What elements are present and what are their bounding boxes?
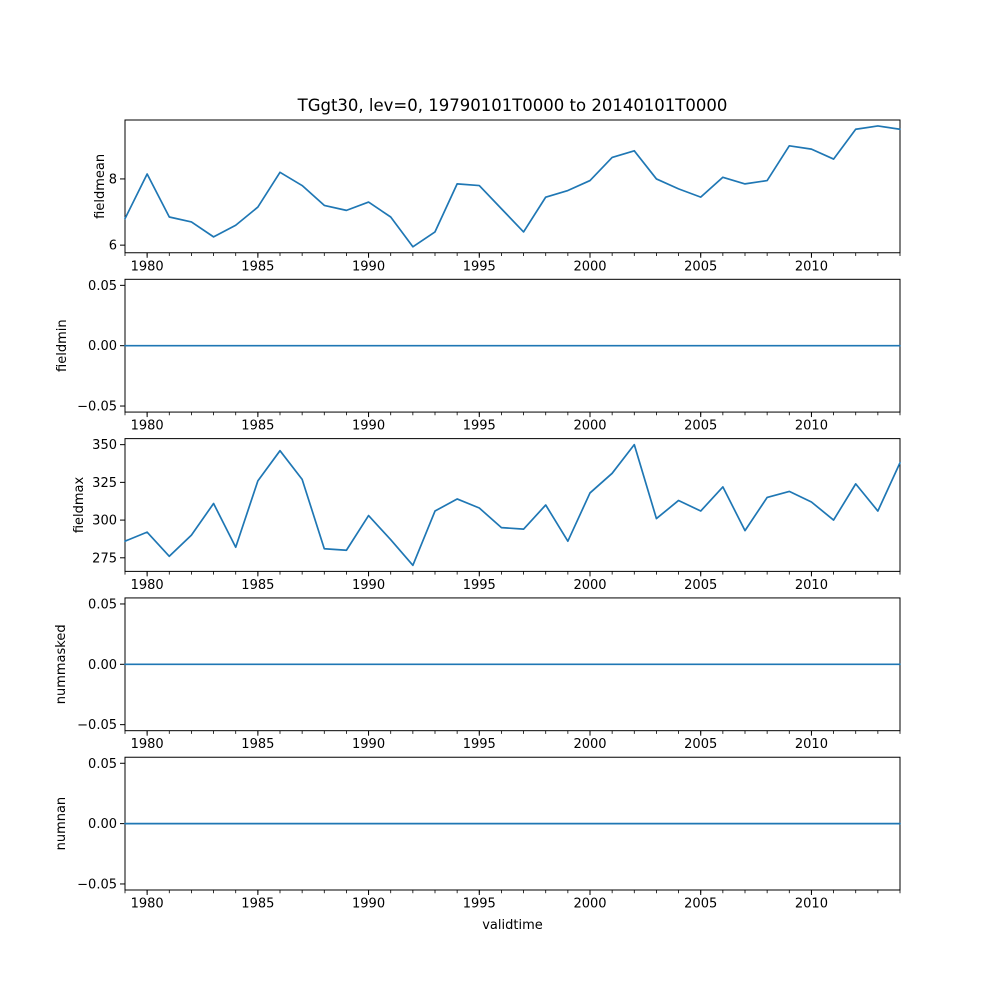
x-tick-label: 2005 (684, 419, 717, 434)
x-tick-label: 1995 (463, 578, 496, 593)
x-tick-label: 1985 (241, 419, 274, 434)
x-tick-label: 1985 (241, 737, 274, 752)
x-tick-label: 1990 (352, 419, 385, 434)
y-tick-label: 6 (109, 239, 117, 254)
y-tick-label: 325 (92, 476, 117, 491)
y-axis-label: nummasked (54, 624, 69, 704)
x-tick-label: 2000 (573, 737, 606, 752)
y-tick-label: 0.05 (88, 757, 117, 772)
x-tick-label: 2005 (684, 578, 717, 593)
y-axis-label: numnan (54, 797, 69, 851)
y-axis-label: fieldmean (93, 154, 108, 219)
subplot-nummasked: 1980 1985 1990 1995 2000 2005 2010 −0.05 0.00 0.0… (54, 597, 901, 752)
fieldmax-line (124, 443, 901, 567)
y-tick-label: 275 (92, 551, 117, 566)
x-tick-label: 1985 (241, 578, 274, 593)
y-tick-label: −0.05 (77, 718, 117, 733)
x-tick-label: 2010 (795, 259, 828, 274)
axes-spines (124, 438, 901, 572)
x-tick-label: 2010 (795, 737, 828, 752)
y-tick-label: −0.05 (77, 877, 117, 892)
y-tick-label: 300 (92, 514, 117, 529)
x-tick-label: 1985 (241, 896, 274, 911)
x-tick-label: 1990 (352, 578, 385, 593)
y-axis-label: fieldmin (55, 319, 70, 372)
y-tick-label: −0.05 (77, 400, 117, 415)
axes-spines (124, 119, 901, 254)
x-tick-label: 2010 (795, 896, 828, 911)
x-axis-label: validtime (482, 918, 543, 933)
x-tick-label: 2000 (573, 578, 606, 593)
x-tick-label: 1985 (241, 259, 274, 274)
y-axis-label: fieldmax (72, 477, 87, 534)
x-tick-label: 1980 (131, 896, 164, 911)
y-tick-label: 0.00 (88, 817, 117, 832)
x-tick-label: 1990 (352, 737, 385, 752)
x-tick-label: 1990 (352, 896, 385, 911)
x-tick-label: 2000 (573, 419, 606, 434)
x-tick-label: 2005 (684, 737, 717, 752)
y-tick-label: 0.05 (88, 279, 117, 294)
x-tick-label: 2005 (684, 259, 717, 274)
fieldmean-line (124, 125, 901, 248)
x-tick-label: 1980 (131, 578, 164, 593)
subplot-numnan: 1980 1985 1990 1995 2000 2005 2010 −0.05 0.00 0.0… (54, 756, 901, 911)
subplot-fieldmax: 1980 1985 1990 1995 2000 2005 2010 275 300 325 350… (72, 438, 901, 593)
x-tick-label: 1990 (352, 259, 385, 274)
y-tick-label: 0.00 (88, 339, 117, 354)
x-tick-label: 1995 (463, 737, 496, 752)
y-tick-label: 0.05 (88, 597, 117, 612)
x-tick-label: 1980 (131, 419, 164, 434)
x-tick-label: 1980 (131, 259, 164, 274)
subplot-fieldmin: 1980 1985 1990 1995 2000 2005 2010 −0.05 0.00 0.0… (55, 278, 901, 434)
x-tick-label: 2000 (573, 259, 606, 274)
x-tick-label: 2010 (795, 578, 828, 593)
x-tick-label: 2010 (795, 419, 828, 434)
chart-title: TGgt30, lev=0, 19790101T0000 to 20140101… (297, 96, 728, 115)
x-tick-label: 1980 (131, 737, 164, 752)
y-tick-label: 350 (92, 438, 117, 453)
x-tick-label: 1995 (463, 896, 496, 911)
x-tick-label: 1995 (463, 419, 496, 434)
x-tick-label: 1995 (463, 259, 496, 274)
y-tick-label: 0.00 (88, 658, 117, 673)
y-tick-label: 8 (109, 172, 117, 187)
x-tick-label: 2005 (684, 896, 717, 911)
x-tick-label: 2000 (573, 896, 606, 911)
